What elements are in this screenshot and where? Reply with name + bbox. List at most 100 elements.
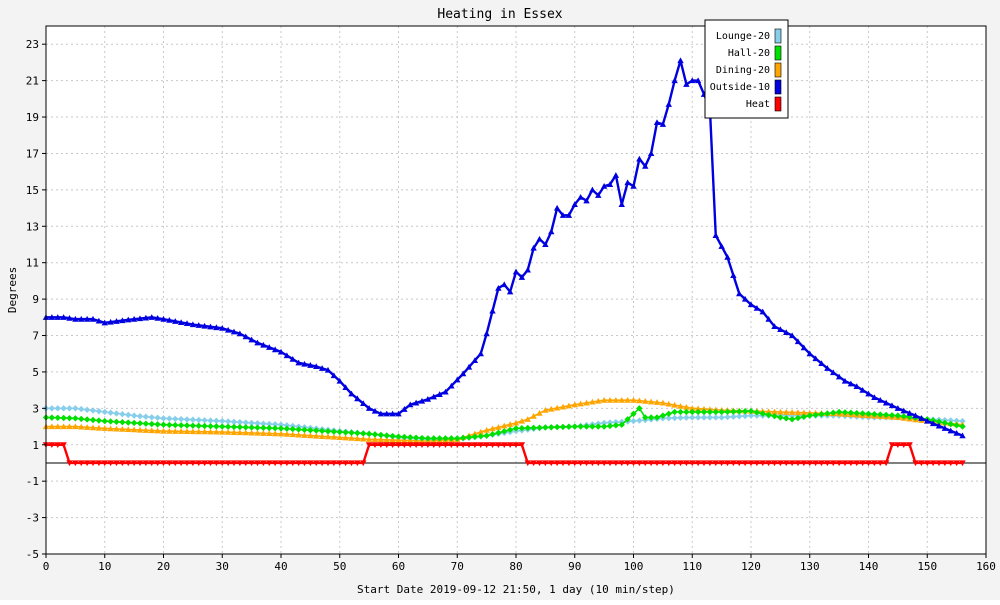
outside-10-point [512,268,520,275]
hall-20-point [48,414,56,421]
dining-20-point [618,396,625,403]
x-axis-title: Start Date 2019-09-12 21:50, 1 day (10 m… [357,583,675,596]
outside-10-point [665,101,672,107]
dining-20-point [665,400,672,407]
hall-20-point [442,435,449,442]
lounge-20-point [753,412,761,419]
dining-20-point [659,399,667,406]
heat-point [706,460,714,467]
x-tick-label: 160 [976,560,996,573]
lounge-20-point [718,414,725,421]
outside-10-point [630,183,637,189]
outside-10-point [166,317,173,323]
dining-20-point [48,423,56,430]
heat-point [835,460,843,467]
outside-10-point [201,322,208,329]
legend-box [704,19,789,119]
heat-point [260,460,267,467]
outside-10-point [401,406,408,412]
hall-20-point [130,419,138,427]
outside-10-point [783,329,790,336]
hall-20-point [577,423,584,430]
lounge-20-point [119,410,126,418]
hall-20-point [354,429,361,437]
hall-20-point [630,410,637,418]
hall-20-point [348,429,355,436]
dining-20-point [653,399,661,405]
lounge-20-point [189,416,197,423]
legend-label-lounge-20: Lounge-20 [716,31,770,42]
hall-20-point [877,411,884,418]
hall-20-point [107,418,114,425]
dining-20-point [213,428,220,435]
lounge-20-point [671,414,678,422]
outside-10-point [918,415,925,421]
lounge-20-point [694,414,702,421]
y-tick-label: 13 [26,220,39,233]
heat-point [125,460,132,467]
hall-20-point [301,426,308,434]
hall-20-point [612,422,620,429]
hall-20-point [95,417,103,424]
outside-10-point [747,301,755,308]
heat-point [765,460,772,467]
outside-10-point [207,323,214,330]
hall-20-point [72,415,79,422]
heat-point [653,460,661,467]
x-tick-label: 60 [392,560,405,573]
hall-20-point [142,420,150,427]
outside-10-point [824,365,831,371]
heat-point [495,442,502,448]
lounge-20-point [154,414,161,422]
hall-20-point [454,435,461,442]
hall-20-point [248,424,255,431]
heat-point [277,460,285,467]
heat-point [389,442,396,448]
lounge-20-point [230,418,238,426]
heat-point [501,442,508,448]
heat-point [694,460,702,467]
heat-point [941,460,949,467]
hall-20-point [642,414,649,421]
hall-20-point [553,423,561,431]
outside-10-point [313,363,320,370]
outside-10-point [683,81,690,87]
y-tick-label: 7 [32,330,39,343]
dining-20-point [389,436,396,443]
outside-10-point [924,417,931,424]
x-tick-label: 50 [333,560,346,573]
hall-20-point [788,416,796,423]
hall-20-point [183,422,191,429]
dining-20-point [166,427,173,434]
heat-point [412,442,420,448]
lounge-20-point [254,420,261,427]
hall-20-point [894,412,902,419]
outside-10-point [448,382,455,389]
heat-point [407,442,414,448]
dining-20-point [219,428,226,435]
outside-10-point [659,121,667,127]
lounge-20-point [177,415,185,423]
hall-20-point [583,423,590,430]
hall-20-point [571,423,578,430]
outside-10-point [177,319,185,325]
outside-10-point [383,410,390,417]
hall-20-point [489,430,496,438]
dining-20-point [324,433,332,440]
lounge-20-point [72,405,79,412]
heat-point [436,442,443,448]
heat-point [959,460,966,467]
outside-10-point [577,193,584,200]
heat-point [401,442,408,448]
heat-point [465,442,473,448]
hall-20-point [530,424,537,432]
hall-20-point [759,410,766,417]
x-tick-label: 40 [274,560,287,573]
hall-20-point [360,430,367,437]
hall-20-point [465,434,473,441]
outside-10-point [107,318,114,325]
x-tick-label: 20 [157,560,170,573]
lounge-20-point [242,419,249,426]
heat-point [271,460,279,467]
hall-20-point [647,414,655,421]
